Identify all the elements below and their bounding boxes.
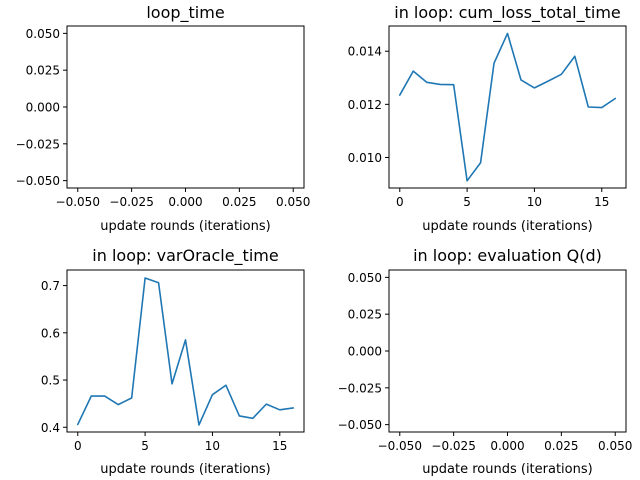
- y-tick-label: 0.050: [348, 271, 382, 285]
- x-tick-label: 5: [141, 439, 149, 453]
- y-tick-label: 0.025: [348, 308, 382, 322]
- y-tick-label: 0.050: [26, 27, 60, 41]
- y-tick-label: −0.025: [338, 381, 382, 395]
- y-tick-label: 0.014: [348, 45, 382, 59]
- x-tick-label: 0.050: [598, 439, 632, 453]
- y-tick-label: 0.010: [348, 151, 382, 165]
- y-tick-label: 0.6: [41, 326, 60, 340]
- subplot-cum-loss-total-time: in loop: cum_loss_total_time update roun…: [348, 3, 627, 234]
- y-tick-label: 0.7: [41, 279, 60, 293]
- subplot-title: in loop: evaluation Q(d): [413, 246, 602, 265]
- y-tick-label: 0.000: [26, 101, 60, 115]
- x-tick-label: −0.050: [378, 439, 422, 453]
- axes-frame: [66, 269, 305, 433]
- x-tick-label: 0.025: [222, 195, 256, 209]
- subplot-loop-time: loop_time update rounds (iterations) −0.…: [16, 3, 311, 234]
- x-tick-label: 15: [594, 195, 609, 209]
- x-tick-label: 15: [272, 439, 287, 453]
- x-tick-label: 5: [463, 195, 471, 209]
- x-axis-label: update rounds (iterations): [100, 462, 270, 477]
- x-tick-label: −0.025: [109, 195, 153, 209]
- series-line: [398, 32, 617, 182]
- x-tick-label: 0.050: [276, 195, 310, 209]
- x-tick-label: 10: [527, 195, 542, 209]
- x-axis-label: update rounds (iterations): [100, 219, 270, 234]
- subplot-title: in loop: varOracle_time: [92, 246, 278, 266]
- x-tick-label: −0.025: [431, 439, 475, 453]
- y-tick-label: 0.012: [348, 98, 382, 112]
- x-tick-label: 0.025: [544, 439, 578, 453]
- subplot-varoracle-time: in loop: varOracle_time update rounds (i…: [41, 246, 305, 477]
- x-tick-label: 0: [74, 439, 82, 453]
- series-line: [76, 277, 295, 426]
- x-tick-label: 0.000: [168, 195, 202, 209]
- x-axis-label: update rounds (iterations): [422, 462, 592, 477]
- subplot-title: loop_time: [146, 3, 224, 23]
- x-tick-label: 0: [396, 195, 404, 209]
- y-tick-label: −0.050: [338, 418, 382, 432]
- x-axis-label: update rounds (iterations): [422, 219, 592, 234]
- y-tick-label: 0.4: [41, 421, 60, 435]
- y-tick-label: −0.050: [16, 174, 60, 188]
- x-tick-label: 10: [205, 439, 220, 453]
- subplot-title: in loop: cum_loss_total_time: [394, 3, 621, 23]
- y-tick-label: 0.025: [26, 64, 60, 78]
- subplot-evaluation-qd: in loop: evaluation Q(d) update rounds (…: [338, 246, 633, 477]
- axes-frame: [388, 25, 627, 189]
- y-tick-label: −0.025: [16, 137, 60, 151]
- y-tick-label: 0.000: [348, 345, 382, 359]
- x-tick-label: −0.050: [56, 195, 100, 209]
- y-tick-label: 0.5: [41, 374, 60, 388]
- x-tick-label: 0.000: [490, 439, 524, 453]
